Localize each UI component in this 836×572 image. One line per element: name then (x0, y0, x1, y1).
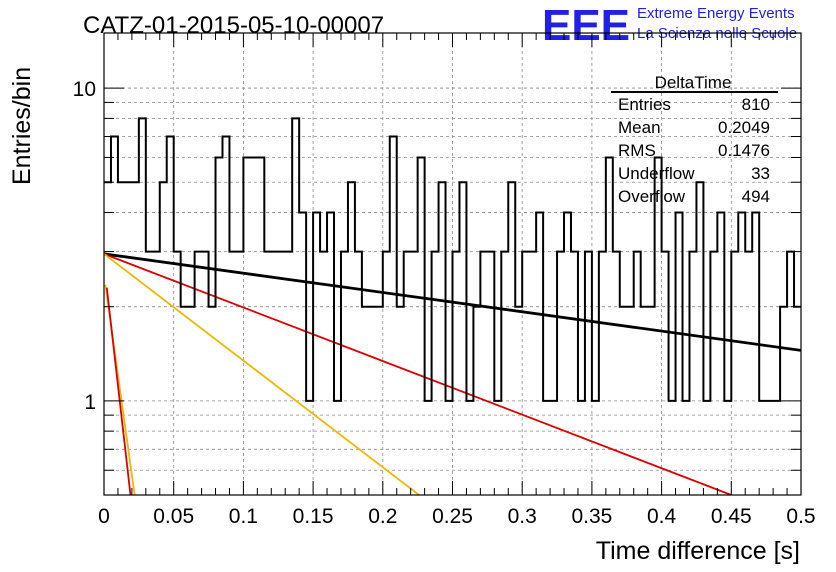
logo-line-1: Extreme Energy Events (637, 5, 795, 22)
stats-label: Entries (618, 95, 671, 114)
axis-ticks: 0 0.05 0.1 0.15 0.2 0.25 0.3 0.35 0.4 0.45 0.5 1 10 (73, 33, 816, 528)
x-tick-label: 0.15 (293, 505, 334, 528)
stats-value: 494 (742, 187, 770, 206)
histogram-outline (104, 117, 801, 402)
fit-line (104, 253, 732, 495)
x-tick-label: 0.4 (647, 505, 677, 528)
stats-title: DeltaTime (655, 73, 732, 92)
histogram (104, 117, 801, 402)
stats-rows: Entries 810 Mean 0.2049 RMS 0.1476 Underflow 33… (618, 95, 770, 206)
run-title: CATZ-01-2015-05-10-00007 (83, 12, 384, 39)
logo-letters: EEE (542, 1, 630, 50)
stats-value: 0.1476 (718, 141, 770, 160)
y-tick-label: 1 (84, 391, 96, 414)
x-tick-label: 0.35 (571, 505, 612, 528)
x-tick-label: 0.1 (229, 505, 258, 528)
x-tick-label: 0.25 (432, 505, 473, 528)
y-tick-label: 10 (73, 78, 96, 101)
x-tick-label: 0.2 (368, 505, 397, 528)
x-tick-label: 0.05 (153, 505, 194, 528)
x-tick-label: 0.3 (508, 505, 537, 528)
stats-value: 33 (751, 164, 770, 183)
stats-label: RMS (618, 141, 656, 160)
x-tick-label: 0.5 (786, 505, 815, 528)
stats-box: DeltaTime Entries 810 Mean 0.2049 RMS 0.1476 U… (611, 73, 778, 206)
stats-label: Overflow (618, 187, 686, 206)
stats-label: Mean (618, 118, 661, 137)
x-axis-label: Time difference [s] (596, 537, 800, 565)
stats-value: 810 (742, 95, 770, 114)
eee-logo: EEE Extreme Energy Events La Scienza nel… (542, 1, 797, 50)
x-tick-label: 0.45 (711, 505, 752, 528)
fit-line (105, 287, 132, 495)
y-axis-label: Entries/bin (8, 67, 36, 185)
stats-value: 0.2049 (718, 118, 770, 137)
stats-label: Underflow (618, 164, 695, 183)
x-tick-label: 0 (98, 505, 110, 528)
fit-line (104, 253, 420, 495)
